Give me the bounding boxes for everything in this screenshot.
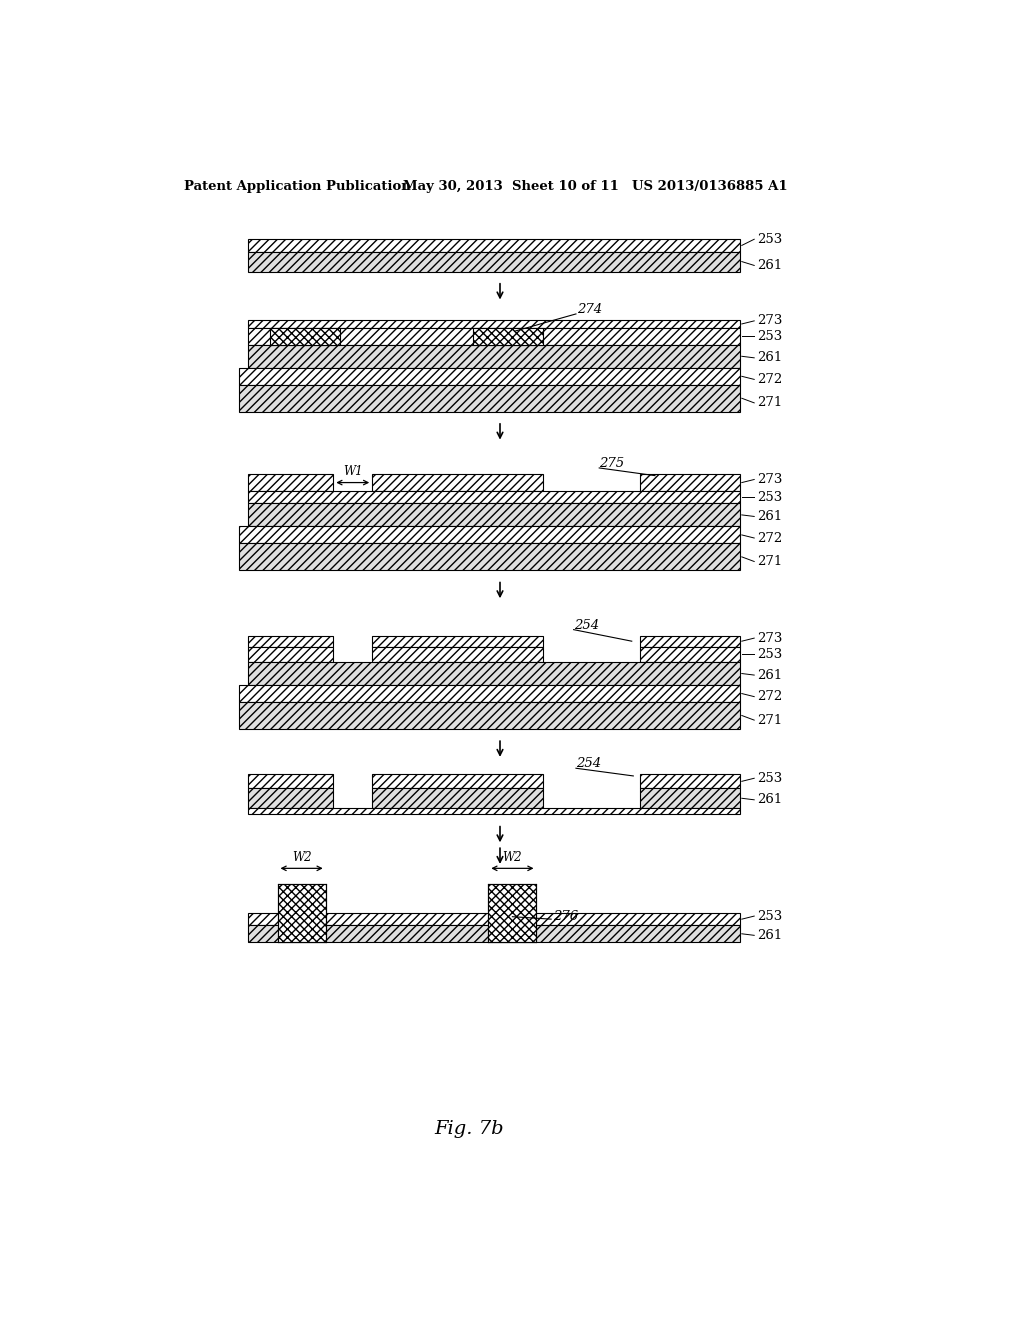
Text: 253: 253 [758,232,782,246]
Bar [248,775,334,788]
Text: W2: W2 [292,851,311,865]
Bar [372,788,543,808]
Text: 272: 272 [758,532,782,545]
Bar [248,636,334,647]
Bar [248,345,740,368]
Bar [239,702,740,729]
Bar [239,368,740,385]
Bar [640,788,740,808]
Text: 261: 261 [758,510,782,523]
Text: 275: 275 [599,457,625,470]
Text: May 30, 2013  Sheet 10 of 11: May 30, 2013 Sheet 10 of 11 [403,181,618,194]
Text: 271: 271 [758,396,782,409]
Bar [248,491,740,503]
Bar [640,647,740,663]
Bar [239,527,740,544]
Bar [248,239,740,252]
Text: 271: 271 [758,714,782,726]
Bar [488,884,537,942]
Text: 261: 261 [758,929,782,942]
Text: 253: 253 [758,330,782,343]
Text: 261: 261 [758,259,782,272]
Text: W2: W2 [503,851,522,865]
Text: 253: 253 [758,648,782,661]
Bar [248,788,334,808]
Bar [372,775,543,788]
Bar [248,808,740,814]
Bar [248,474,334,491]
Text: 253: 253 [758,909,782,923]
Bar [248,663,740,685]
Text: 253: 253 [758,491,782,504]
Bar [248,913,740,925]
Bar [640,775,740,788]
Text: 272: 272 [758,690,782,704]
Bar [248,647,334,663]
Bar [239,544,740,570]
Bar [248,321,740,327]
Bar [248,925,740,942]
Text: 276: 276 [553,909,578,923]
Bar [640,636,740,647]
Bar [372,647,543,663]
Text: 271: 271 [758,554,782,568]
Bar [372,636,543,647]
Bar [248,252,740,272]
Text: Patent Application Publication: Patent Application Publication [183,181,411,194]
Text: 273: 273 [758,473,782,486]
Text: W1: W1 [343,465,362,478]
Bar [278,884,326,942]
Bar [640,474,740,491]
Text: 254: 254 [575,758,601,770]
Bar [248,327,740,345]
Text: US 2013/0136885 A1: US 2013/0136885 A1 [632,181,787,194]
Text: 274: 274 [578,302,603,315]
Text: 253: 253 [758,772,782,785]
Text: 261: 261 [758,351,782,364]
Text: 261: 261 [758,793,782,807]
Text: Fig. 7b: Fig. 7b [434,1119,504,1138]
Bar [239,685,740,702]
Bar [473,327,543,345]
Text: 273: 273 [758,631,782,644]
Text: 261: 261 [758,668,782,681]
Bar [270,327,340,345]
Bar [372,474,543,491]
Text: 273: 273 [758,314,782,327]
Text: 272: 272 [758,372,782,385]
Text: 254: 254 [573,619,599,631]
Bar [239,385,740,412]
Bar [248,503,740,527]
